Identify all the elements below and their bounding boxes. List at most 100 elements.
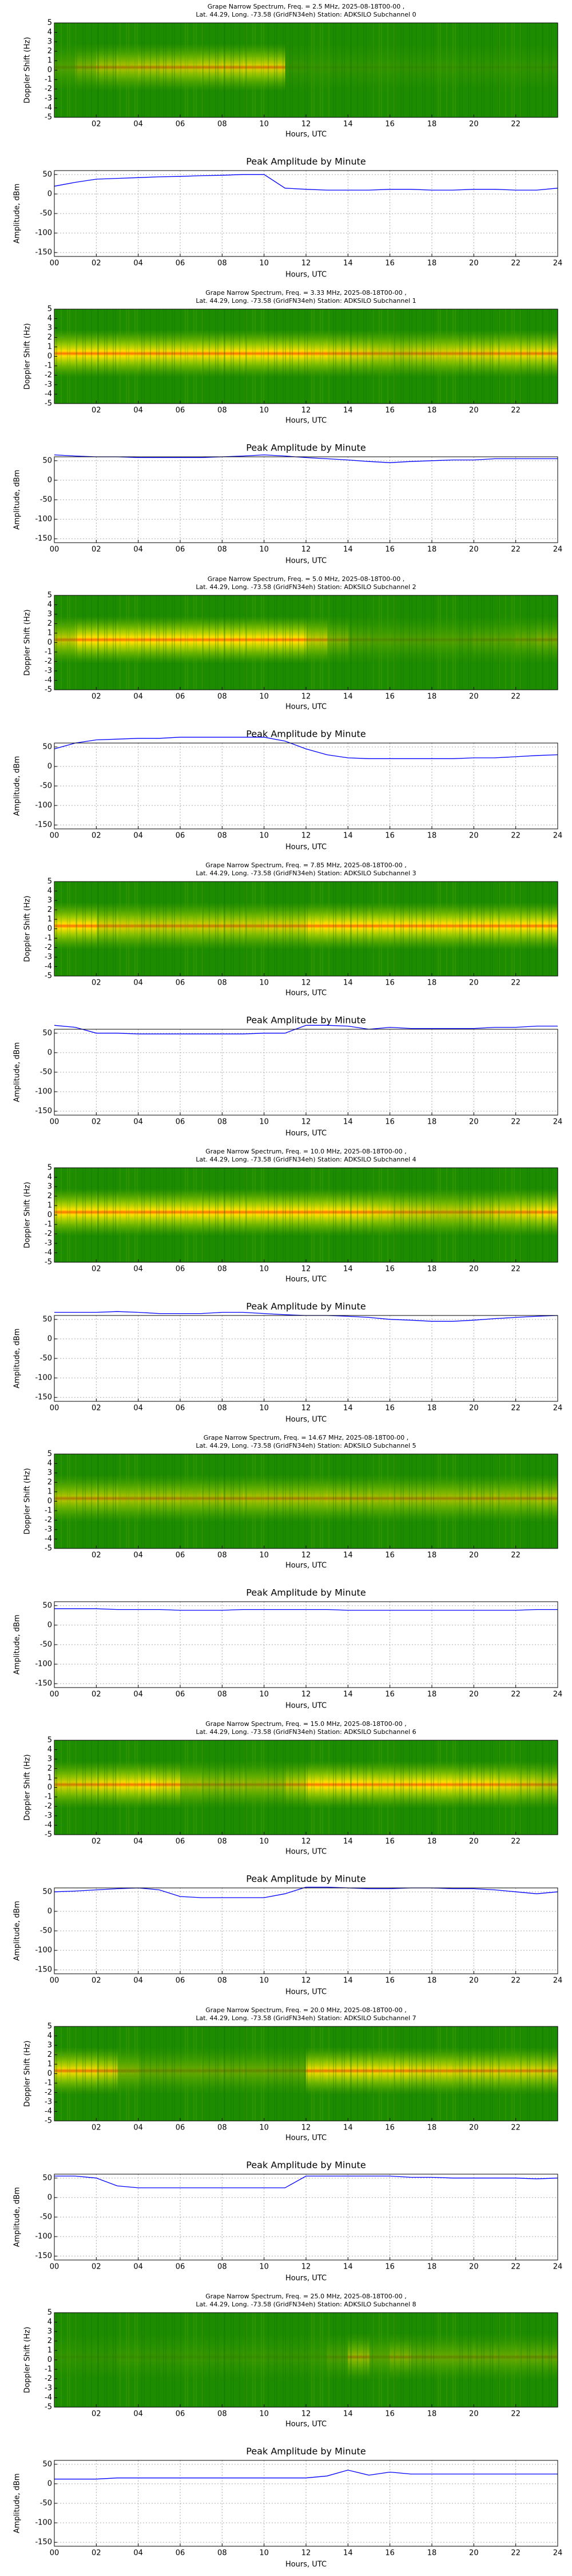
spectrogram-texture	[97, 595, 98, 690]
spectrogram-texture	[379, 1740, 380, 1835]
y-axis-label: Doppler Shift (Hz)	[23, 1755, 32, 1821]
spectrogram-texture	[335, 2313, 336, 2407]
spectrogram-band	[348, 616, 370, 663]
spectrogram-band	[495, 44, 517, 91]
spectrogram-texture	[61, 2026, 62, 2121]
x-axis-label: Hours, UTC	[285, 1562, 327, 1570]
spectrogram-texture	[514, 309, 515, 404]
x-tick-label: 16	[385, 120, 395, 129]
spectrogram-texture	[431, 309, 432, 404]
spectrogram-texture	[462, 882, 463, 976]
spectrogram-band	[138, 1761, 160, 1808]
spectrogram-texture	[459, 2026, 460, 2121]
spectrogram-texture	[311, 309, 312, 404]
spectrogram-texture	[202, 309, 204, 404]
x-tick-label: 00	[50, 1977, 59, 1985]
spectrogram-texture	[468, 1740, 469, 1835]
spectrogram-texture	[483, 2026, 484, 2121]
spectrogram-texture	[527, 23, 528, 117]
spectrogram-texture	[276, 23, 277, 117]
x-tick-label: 04	[133, 1404, 143, 1413]
spectrogram-texture	[113, 1454, 114, 1548]
spectrogram-band	[243, 616, 265, 663]
spectrogram-texture	[304, 2026, 305, 2121]
spectrogram-texture	[285, 1454, 286, 1548]
spectrogram-texture	[511, 882, 513, 976]
spectrogram-texture	[144, 1168, 145, 1262]
spectrogram-texture	[492, 2313, 493, 2407]
spectrogram-texture	[158, 595, 160, 690]
spectrogram-texture	[82, 2026, 84, 2121]
spectrogram-texture	[202, 2313, 203, 2407]
spectrogram-band	[180, 902, 202, 950]
y-axis-label: Amplitude, dBm	[13, 1901, 22, 1961]
spectrogram-band	[159, 616, 181, 663]
spectrogram-texture	[394, 1740, 395, 1835]
spectrogram-texture	[174, 23, 175, 117]
spectrogram-texture	[165, 882, 166, 976]
spectrogram-texture	[514, 23, 515, 117]
spectrogram-texture	[158, 309, 160, 404]
spectrogram-texture	[185, 1740, 186, 1835]
spectrogram-texture	[481, 2026, 482, 2121]
x-tick-label: 20	[469, 979, 479, 987]
spectrogram-texture	[476, 882, 478, 976]
x-tick-label: 04	[133, 2124, 143, 2132]
spectrogram-texture	[492, 2026, 493, 2121]
spectrogram-texture	[551, 882, 552, 976]
spectrogram-texture	[492, 1454, 493, 1548]
spectrogram-texture	[394, 309, 395, 404]
spectrogram-texture	[527, 2313, 528, 2407]
spectrogram-band	[180, 1761, 202, 1808]
y-tick-label: -1	[45, 362, 52, 370]
x-tick-label: 02	[92, 406, 101, 415]
spectrogram-band	[201, 1761, 223, 1808]
x-tick-label: 06	[176, 1404, 185, 1413]
spectrogram-texture	[239, 1740, 240, 1835]
spectrogram-texture	[499, 1740, 500, 1835]
spectrogram-texture	[387, 595, 388, 690]
spectrogram-texture	[335, 882, 336, 976]
spectrogram-texture	[246, 1168, 247, 1262]
spectrogram-texture	[387, 23, 388, 117]
spectrogram-band	[411, 902, 432, 950]
x-tick-label: 12	[301, 1404, 311, 1413]
y-tick-label: -4	[45, 962, 52, 971]
spectrogram-band	[515, 330, 537, 377]
spectrogram-texture	[542, 1454, 543, 1548]
spectrogram-band	[306, 2333, 328, 2381]
y-tick-label: 5	[47, 2309, 52, 2317]
x-axis-label: Hours, UTC	[285, 417, 327, 425]
x-tick-label: 20	[469, 2549, 479, 2558]
spectrogram-texture	[120, 23, 121, 117]
y-tick-label: -1	[45, 76, 52, 84]
chart-subtitle: Lat. 44.29, Long. -73.58 (GridFN34eh) St…	[196, 2301, 416, 2308]
spectrogram-band	[285, 616, 307, 663]
spectrogram-texture	[174, 1168, 175, 1262]
spectrogram-texture	[217, 309, 219, 404]
spectrogram-texture	[76, 2026, 77, 2121]
spectrogram-texture	[394, 882, 395, 976]
spectrogram-texture	[424, 595, 426, 690]
spectrogram-texture	[431, 882, 432, 976]
spectrogram-texture	[128, 309, 129, 404]
spectrogram-texture	[69, 882, 70, 976]
y-axis-label: Doppler Shift (Hz)	[23, 1182, 32, 1249]
spectrogram-texture	[98, 1454, 99, 1548]
x-tick-label: 06	[176, 832, 185, 840]
spectrogram-texture	[341, 595, 343, 690]
y-tick-label: -50	[40, 1641, 52, 1649]
spectrogram-band	[75, 1761, 97, 1808]
spectrogram-band	[515, 902, 537, 950]
spectrogram-texture	[492, 309, 493, 404]
spectrogram-texture	[82, 1168, 84, 1262]
x-tick-label: 04	[133, 1838, 143, 1846]
spectrogram-texture	[452, 2026, 454, 2121]
chart-title: Grape Narrow Spectrum, Freq. = 25.0 MHz,…	[205, 2293, 407, 2300]
spectrogram-band	[474, 616, 495, 663]
spectrogram-band	[390, 1761, 411, 1808]
spectrogram-texture	[322, 2313, 323, 2407]
spectrogram-band	[96, 902, 118, 950]
x-tick-label: 16	[385, 2410, 395, 2419]
spectrogram-texture	[202, 1168, 204, 1262]
